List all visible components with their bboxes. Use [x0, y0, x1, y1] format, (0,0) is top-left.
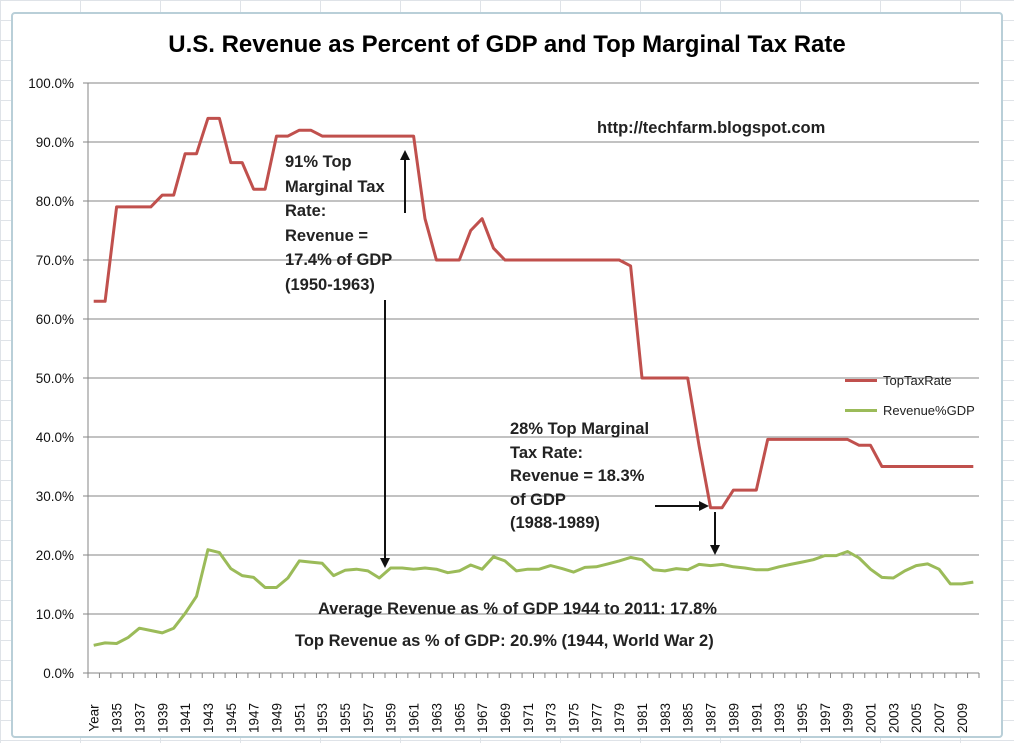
x-tick-label: 1989 — [726, 703, 741, 733]
y-tick-label: 60.0% — [36, 312, 74, 327]
y-tick-label: 40.0% — [36, 430, 74, 445]
x-tick-label: 1937 — [132, 703, 147, 733]
annotation-line: Revenue = — [285, 226, 368, 245]
x-tick-label: 1985 — [681, 703, 696, 733]
x-tick-label: 1951 — [292, 703, 307, 733]
x-tick-label: 1941 — [178, 703, 193, 733]
legend-label: Revenue%GDP — [883, 403, 975, 418]
x-tick-label: 1959 — [384, 703, 399, 733]
x-tick-label: 1983 — [658, 703, 673, 733]
y-tick-label: 80.0% — [36, 194, 74, 209]
annotation-line: Tax Rate: — [510, 443, 584, 462]
low-rate-annotation: 28% Top Marginal Tax Rate: Revenue = 18.… — [510, 418, 649, 536]
x-tick-label: 1965 — [452, 703, 467, 733]
top-revenue-annotation: Top Revenue as % of GDP: 20.9% (1944, Wo… — [295, 632, 714, 650]
x-tick-label: 1949 — [269, 703, 284, 733]
x-tick-label: 1947 — [247, 703, 262, 733]
y-tick-label: 100.0% — [28, 76, 74, 91]
annotation-line: 28% Top Marginal — [510, 420, 650, 438]
y-tick-label: 30.0% — [36, 489, 74, 504]
legend-swatch — [845, 379, 877, 382]
y-tick-label: 10.0% — [36, 607, 74, 622]
y-tick-label: 20.0% — [36, 548, 74, 563]
x-tick-label: 1943 — [201, 703, 216, 733]
y-tick-label: 70.0% — [36, 253, 74, 268]
y-tick-label: 50.0% — [36, 371, 74, 386]
annotation-line: of GDP — [510, 490, 566, 509]
series-line-revenue-gdp — [93, 548, 974, 647]
x-tick-label: 1997 — [818, 703, 833, 733]
x-tick-label: 1999 — [841, 703, 856, 733]
annotation-line: Rate: — [285, 202, 327, 220]
x-tick-label: 1961 — [407, 703, 422, 733]
x-tick-label: 1991 — [749, 703, 764, 733]
x-tick-label: 1987 — [704, 703, 719, 733]
legend-label: TopTaxRate — [883, 373, 952, 388]
x-tick-label: 1995 — [795, 703, 810, 733]
x-tick-label: 1963 — [429, 703, 444, 733]
x-tick-label: 1939 — [155, 703, 170, 733]
x-tick-label: 1967 — [475, 703, 490, 733]
legend-swatch — [845, 409, 877, 412]
legend-item-revenue: Revenue%GDP — [845, 403, 975, 418]
x-tick-label: 2007 — [932, 703, 947, 733]
x-tick-label: 1993 — [772, 703, 787, 733]
x-tick-label: 1977 — [589, 703, 604, 733]
y-tick-label: 90.0% — [36, 135, 74, 150]
annotation-line: 91% Top — [285, 153, 352, 171]
y-tick-label: 0.0% — [43, 666, 74, 681]
x-tick-label: 1945 — [224, 703, 239, 733]
high-rate-annotation: 91% Top Marginal Tax Rate: Revenue = 17.… — [285, 150, 392, 297]
x-tick-label: 1955 — [338, 703, 353, 733]
x-tick-label: 1971 — [521, 703, 536, 733]
x-tick-label: 1969 — [498, 703, 513, 733]
x-tick-label: 2009 — [955, 703, 970, 733]
x-tick-label: 2001 — [863, 703, 878, 733]
chart-title: U.S. Revenue as Percent of GDP and Top M… — [168, 31, 846, 58]
average-annotation: Average Revenue as % of GDP 1944 to 2011… — [318, 600, 717, 618]
x-tick-label: 1935 — [110, 703, 125, 733]
legend-item-toptaxrate: TopTaxRate — [845, 373, 952, 388]
annotation-line: (1950-1963) — [285, 275, 375, 294]
url-annotation: http://techfarm.blogspot.com — [597, 119, 826, 137]
annotation-line: 17.4% of GDP — [285, 251, 393, 269]
x-tick-label: 2003 — [886, 703, 901, 733]
annotation-line: (1988-1989) — [510, 514, 600, 532]
x-tick-label: 1953 — [315, 703, 330, 733]
x-tick-label: 1981 — [635, 703, 650, 733]
x-tick-label: 1973 — [544, 703, 559, 733]
x-tick-label: 2005 — [909, 703, 924, 733]
x-tick-label: 1979 — [612, 703, 627, 733]
x-tick-label: 1957 — [361, 703, 376, 733]
annotation-line: Marginal Tax — [285, 177, 385, 196]
chart-frame[interactable] — [11, 12, 1003, 738]
x-tick-label: 1975 — [566, 703, 581, 733]
annotation-line: Revenue = 18.3% — [510, 467, 645, 485]
series-line-toptaxrate — [93, 116, 974, 510]
x-tick-label: Year — [87, 704, 102, 732]
